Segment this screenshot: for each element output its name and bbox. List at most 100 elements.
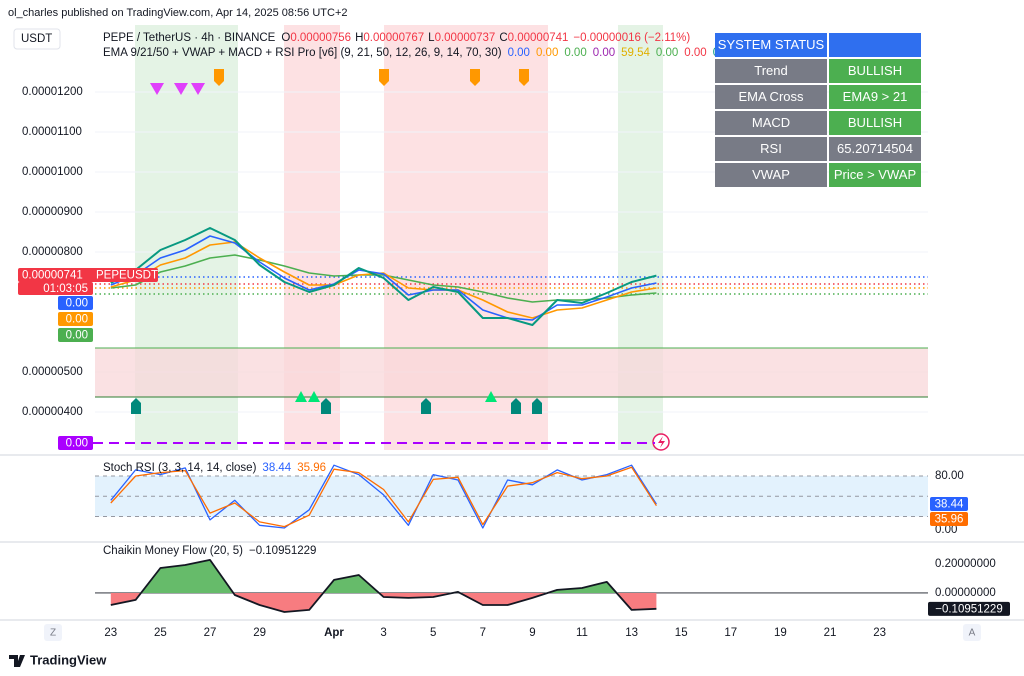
value-badge — [930, 497, 968, 512]
buy-triangle — [485, 391, 497, 402]
x-tick-label: Apr — [324, 627, 344, 639]
table-cell — [715, 111, 827, 135]
indicator-value: 0.00 — [656, 47, 678, 59]
row-value: EMA9 > 21 — [843, 89, 908, 104]
x-tick-label: 7 — [480, 627, 486, 639]
scale-label: 0.00 — [66, 314, 88, 326]
row-label: EMA Cross — [738, 89, 804, 104]
buy-arrow — [321, 398, 331, 414]
buy-arrow — [131, 398, 141, 414]
table-title: SYSTEM STATUS — [718, 37, 825, 52]
ema-line — [110, 235, 657, 321]
label-box — [58, 436, 93, 450]
table-cell — [829, 111, 921, 135]
y-tick-label: 0.00000500 — [22, 366, 83, 378]
z-button[interactable]: Z — [50, 628, 56, 639]
stoch-line — [110, 466, 657, 528]
table-cell — [829, 137, 921, 161]
cmf-legend: Chaikin Money Flow (20, 5) −0.10951229 — [103, 545, 316, 557]
alert-bolt — [658, 436, 665, 448]
x-tick-label: 27 — [204, 627, 217, 639]
x-tick-label: 19 — [774, 627, 787, 639]
a-button[interactable]: A — [969, 628, 976, 639]
table-header — [829, 33, 921, 57]
publisher: ol_charles published on TradingView.com,… — [8, 7, 348, 19]
x-tick-label: 23 — [104, 627, 117, 639]
change: −0.00000016 (−2.11%) — [573, 32, 690, 44]
ohlc-value: 0.00000756 — [290, 32, 351, 44]
stoch-legend: Stoch RSI (3, 3, 14, 14, close) 38.44 35.9… — [103, 462, 326, 474]
label-box — [58, 312, 93, 326]
last-price: 0.00000741 — [22, 270, 83, 282]
table-cell — [715, 85, 827, 109]
sell-triangle — [174, 83, 188, 95]
background-layer — [95, 25, 928, 594]
brand: TradingView — [30, 652, 107, 667]
table-header — [715, 33, 827, 57]
x-tick-label: 9 — [529, 627, 535, 639]
stoch-value: 35.96 — [297, 462, 326, 474]
value-badge — [930, 512, 968, 527]
value-badge — [928, 601, 1010, 616]
button[interactable] — [963, 624, 981, 641]
indicator-value: 0.00 — [684, 47, 706, 59]
ohlc-value: 0.00000741 — [508, 32, 569, 44]
table-cell — [715, 137, 827, 161]
sell-triangle — [150, 83, 164, 95]
y-tick-label: 0.00000400 — [22, 406, 83, 418]
indicator-line: EMA 9/21/50 + VWAP + MACD + RSI Pro [v6]… — [103, 47, 735, 59]
buy-arrow — [511, 398, 521, 414]
ohlc-key: L — [428, 32, 435, 44]
x-tick-label: 3 — [380, 627, 386, 639]
y-tick-label: 0.00000900 — [22, 206, 83, 218]
y-tick-label: 0.00000000 — [935, 587, 996, 599]
symbol: PEPEUSDT — [96, 270, 158, 282]
buy-triangle — [295, 391, 307, 402]
x-tick-label: 23 — [873, 627, 886, 639]
x-tick-label: 15 — [675, 627, 688, 639]
zone — [95, 348, 928, 397]
table-cell — [829, 85, 921, 109]
row-value: BULLISH — [848, 63, 902, 78]
x-tick-label: 17 — [724, 627, 737, 639]
badge-label: 38.44 — [935, 499, 964, 511]
ema-line — [110, 241, 657, 319]
x-tick-label: 5 — [430, 627, 436, 639]
cmf-negative — [110, 592, 657, 612]
legend-line: PEPE / TetherUS · 4h · BINANCE O0.0000075… — [103, 32, 690, 44]
flag — [519, 69, 529, 86]
y-tick-label: 0.00001000 — [22, 166, 83, 178]
cmf-value: −0.10951229 — [249, 545, 316, 557]
indicator-value: 0.00 — [564, 47, 586, 59]
y-tick-label: 0.00001100 — [22, 126, 82, 138]
row-label: Trend — [754, 63, 787, 78]
scale-label: 0.00 — [66, 298, 88, 310]
sell-triangle — [191, 83, 205, 95]
baseline-label: 0.00 — [66, 438, 88, 450]
buy-arrow — [532, 398, 542, 414]
row-label: MACD — [752, 115, 790, 130]
row-label: RSI — [760, 141, 782, 156]
x-tick-label: 11 — [576, 627, 588, 639]
y-tick-label: 0.20000000 — [935, 558, 996, 570]
button[interactable] — [44, 624, 62, 641]
countdown: 01:03:05 — [43, 283, 88, 295]
x-tick-label: 29 — [253, 627, 266, 639]
ohlc-key: O — [281, 32, 290, 44]
currency: USDT — [21, 33, 52, 45]
table-cell — [715, 59, 827, 83]
scale-label: 0.00 — [66, 330, 88, 342]
table-cell — [829, 59, 921, 83]
plot-layer: 0.00000400 0.00000500 0.00000800 0.00000900… — [18, 32, 1010, 639]
label-box — [58, 328, 93, 342]
buy-arrow — [421, 398, 431, 414]
buy-triangle — [308, 391, 320, 402]
row-value: Price > VWAP — [834, 167, 916, 182]
stoch-title: Stoch RSI (3, 3, 14, 14, close) — [103, 462, 257, 474]
y-tick-label: 0.00 — [935, 524, 957, 536]
flag — [214, 69, 224, 86]
badge-label: 35.96 — [935, 514, 964, 526]
stoch-line — [110, 464, 657, 529]
y-tick-label: 0.00001200 — [22, 86, 83, 98]
